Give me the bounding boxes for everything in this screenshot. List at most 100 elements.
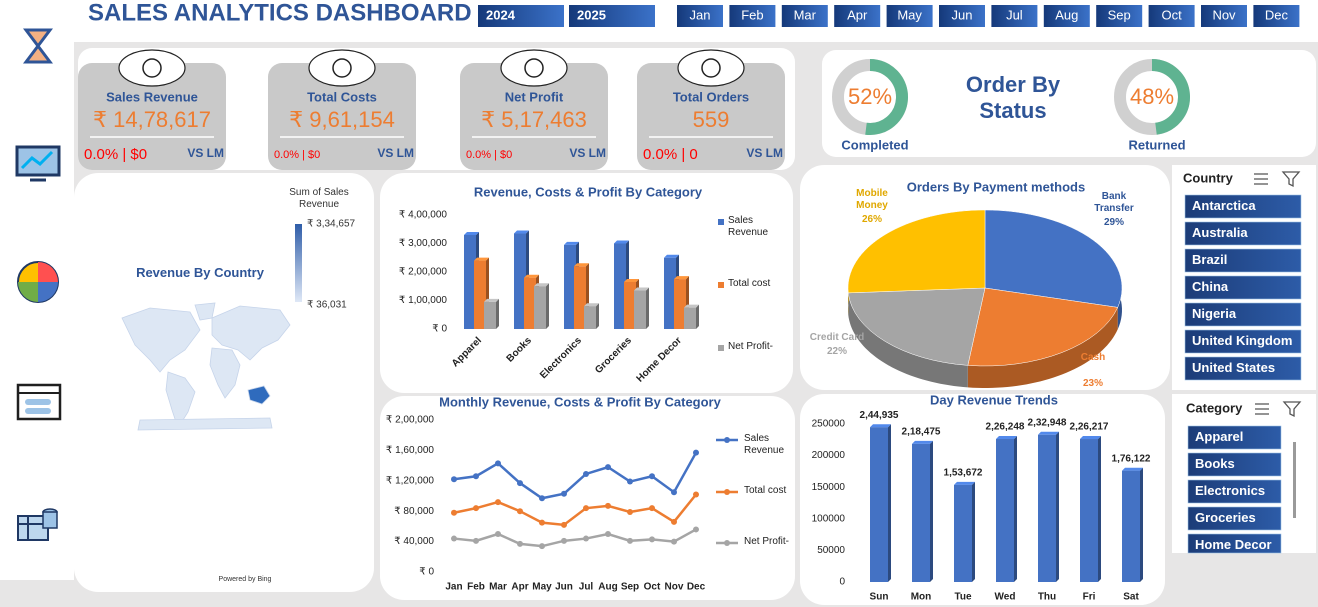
slicer-item[interactable]	[1184, 302, 1302, 327]
slicer-item-label[interactable]: Antarctica	[1192, 198, 1256, 213]
slicer-item[interactable]	[1187, 506, 1282, 531]
slicer-item-label[interactable]: China	[1192, 279, 1229, 294]
slicer-item[interactable]	[1187, 479, 1282, 504]
bar	[1122, 470, 1140, 582]
slice-label: Bank Transfer	[1094, 191, 1134, 214]
month-button[interactable]	[991, 5, 1038, 27]
point	[583, 470, 589, 477]
legend-swatch	[718, 219, 724, 225]
bar-top	[1080, 436, 1101, 440]
month-button[interactable]	[781, 5, 828, 27]
legend-label: Sales Revenue	[744, 433, 785, 456]
year-button-label[interactable]: 2024	[486, 7, 516, 22]
kpi-value: ₹ 14,78,617	[93, 107, 211, 132]
month-button-label[interactable]: Jun	[952, 7, 973, 22]
year-button-label[interactable]: 2025	[577, 7, 606, 22]
month-button-label[interactable]: Apr	[847, 7, 868, 22]
slice-value: 23%	[1082, 378, 1103, 389]
slicer-item[interactable]	[1184, 356, 1302, 381]
month-button[interactable]	[729, 5, 776, 27]
order-status-panel	[822, 50, 1316, 157]
month-button-label[interactable]: Mar	[794, 7, 817, 22]
slicer-item-label[interactable]: Apparel	[1195, 429, 1243, 444]
month-button-label[interactable]: Dec	[1265, 7, 1289, 22]
month-button[interactable]	[677, 5, 723, 27]
slicer-item-label[interactable]: Brazil	[1192, 252, 1227, 267]
chart-title: Revenue By Country	[136, 265, 264, 280]
bar-side	[496, 298, 499, 329]
icon-hourglass[interactable]	[23, 28, 53, 64]
x-tick-label: Wed	[995, 592, 1016, 603]
icon-window[interactable]	[16, 383, 62, 421]
slicer-item[interactable]	[1184, 275, 1302, 300]
slicer-item-label[interactable]: Australia	[1192, 225, 1248, 240]
month-button-label[interactable]: Sep	[1108, 7, 1131, 22]
month-button-label[interactable]: Aug	[1055, 7, 1078, 22]
slicer-item-label[interactable]: United States	[1192, 360, 1275, 375]
bar	[870, 427, 888, 582]
bar-side	[1098, 436, 1101, 582]
data-label: 2,26,248	[986, 422, 1025, 433]
slicer-item[interactable]	[1187, 452, 1282, 477]
slicer-item[interactable]	[1187, 533, 1282, 554]
slicer-item[interactable]	[1184, 248, 1302, 273]
month-button-label[interactable]: Feb	[741, 7, 763, 22]
month-button-label[interactable]: Jan	[690, 7, 711, 22]
icon-pie[interactable]	[17, 261, 59, 303]
slicer-item-label[interactable]: Books	[1195, 456, 1235, 471]
data-label: 2,18,475	[902, 427, 941, 438]
month-button[interactable]	[1253, 5, 1300, 27]
slicer-icons[interactable]	[1254, 171, 1302, 418]
bar-top	[614, 240, 629, 244]
kpi-compare: VS LM	[377, 146, 414, 160]
dashboard-title: SALES ANALYTICS DASHBOARD	[88, 0, 472, 26]
slicer-item[interactable]	[1184, 329, 1302, 354]
month-button-label[interactable]: Nov	[1212, 7, 1236, 22]
month-button-label[interactable]: Oct	[1161, 7, 1182, 22]
slicer-item[interactable]	[1187, 425, 1282, 450]
slicer-item[interactable]	[1184, 221, 1302, 246]
month-button-label[interactable]: Jul	[1006, 7, 1023, 22]
y-tick-label: 0	[839, 577, 845, 588]
slicer-item-label[interactable]: Groceries	[1195, 510, 1256, 525]
slice-value: 29%	[1103, 217, 1124, 228]
icon-table[interactable]	[17, 508, 58, 541]
slicer-item-label[interactable]: United Kingdom	[1192, 333, 1292, 348]
point	[671, 518, 677, 525]
year-button[interactable]	[569, 5, 655, 27]
month-button[interactable]	[1096, 5, 1143, 27]
month-button[interactable]	[939, 5, 985, 27]
month-button-label[interactable]: May	[897, 7, 922, 22]
point	[649, 505, 655, 512]
x-tick-label: Fri	[1083, 592, 1096, 603]
month-button[interactable]	[1201, 5, 1247, 27]
icon-monitor[interactable]	[15, 145, 61, 182]
slicer-title: Country	[1183, 170, 1234, 185]
month-button[interactable]	[1148, 5, 1195, 27]
slicer-item-label[interactable]: Nigeria	[1192, 306, 1237, 321]
bar	[954, 484, 972, 582]
slicer-item[interactable]	[1184, 194, 1302, 219]
bar-top	[674, 276, 689, 280]
point	[627, 478, 633, 485]
point	[583, 505, 589, 512]
bar-top	[484, 298, 499, 302]
scrollbar[interactable]	[1293, 442, 1296, 518]
legend-label: Net Profit-	[744, 536, 790, 547]
line-chart-panel	[380, 396, 795, 600]
legend-title: Sum of Sales Revenue	[289, 187, 349, 210]
pie-slice	[847, 209, 986, 294]
point	[451, 509, 457, 516]
kpi-card	[268, 63, 416, 170]
legend-label: Total cost	[728, 278, 771, 289]
slicer-item-label[interactable]: Electronics	[1195, 483, 1265, 498]
month-button[interactable]	[886, 5, 933, 27]
bar	[514, 233, 526, 329]
y-tick-label: ₹ 1,60,000	[386, 445, 435, 456]
pie-side	[848, 292, 968, 388]
year-button[interactable]	[478, 5, 564, 27]
x-tick-label: Apr	[511, 582, 528, 593]
slicer-item-label[interactable]: Home Decor	[1195, 537, 1272, 552]
month-button[interactable]	[1043, 5, 1090, 27]
month-button[interactable]	[834, 5, 881, 27]
